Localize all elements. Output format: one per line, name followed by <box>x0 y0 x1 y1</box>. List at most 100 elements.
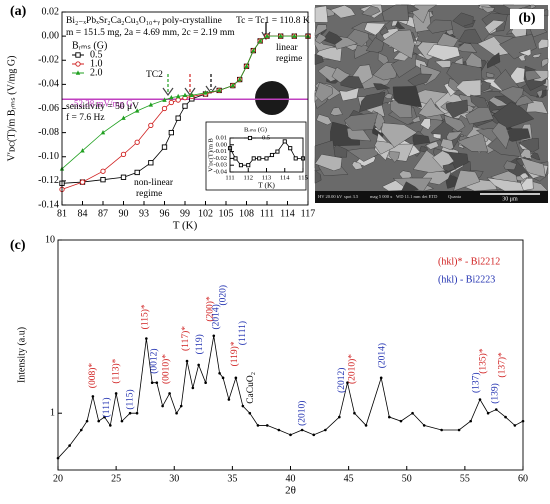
sem-grain <box>455 79 482 97</box>
marker <box>161 144 168 150</box>
sem-grain <box>314 24 328 37</box>
sem-grain <box>525 70 541 82</box>
sem-grain <box>314 5 329 23</box>
legend-label: 1.0 <box>90 58 103 69</box>
legend-marker <box>75 52 81 58</box>
peak-label: (137)* <box>496 352 507 378</box>
sem-grain <box>407 73 433 87</box>
marker <box>91 395 95 398</box>
marker <box>379 376 383 380</box>
marker <box>513 424 517 427</box>
marker <box>204 381 207 385</box>
sem-grain <box>322 31 343 45</box>
sem-grain <box>364 22 386 36</box>
marker <box>85 419 89 423</box>
marker <box>135 411 139 415</box>
sem-grain <box>418 97 446 118</box>
x-tick-label: 96 <box>160 208 170 219</box>
sem-grain <box>531 53 542 59</box>
x-tick-label: 35 <box>227 473 237 484</box>
marker <box>234 376 238 380</box>
marker <box>185 359 189 363</box>
y-tick-label: 0.00 <box>216 141 227 148</box>
marker <box>212 334 216 338</box>
plot-frame <box>57 239 524 471</box>
sem-grain <box>331 66 351 83</box>
sem-info: WD 11.1 mm <box>396 194 421 199</box>
annotation: TC2 <box>146 70 163 80</box>
legend-label: 2.0 <box>90 67 103 78</box>
y-tick-label: -0.10 <box>38 151 59 162</box>
annotation: m = 151.5 mg, 2a = 4.69 mm, 2c = 2.19 mm <box>66 28 235 38</box>
peak-label: (117)* <box>180 326 191 351</box>
marker <box>100 129 106 135</box>
marker <box>292 33 297 38</box>
marker <box>230 82 236 88</box>
marker <box>203 90 208 95</box>
marker <box>68 444 71 447</box>
y-tick-label: -0.08 <box>38 127 59 138</box>
sem-info: mag 5 000 x <box>370 194 393 199</box>
sem-info: HV 20.00 kV <box>318 194 343 199</box>
marker <box>338 415 341 419</box>
y-tick-label: -0.06 <box>38 103 59 114</box>
peak-label: (139) <box>489 383 500 404</box>
marker <box>486 411 490 415</box>
marker <box>364 424 368 427</box>
marker <box>197 363 200 367</box>
marker <box>494 408 498 411</box>
peak-label: (119) <box>194 334 205 354</box>
sem-image <box>314 4 549 203</box>
sem-grain <box>381 29 415 59</box>
y-axis-label: V′ᴅᴄ(T)/m Bᵣₘₛ (V/mg G) <box>6 56 17 162</box>
sem-grain <box>314 36 336 52</box>
sem-grain <box>353 43 373 59</box>
marker <box>120 419 124 423</box>
sem-label-box <box>510 9 544 29</box>
sem-grain <box>361 5 381 17</box>
sem-grain <box>440 138 454 150</box>
x-tick-label: 30 <box>169 473 179 484</box>
marker <box>182 103 188 109</box>
peak-label: (115)* <box>139 304 150 329</box>
x-tick-label: 50 <box>402 473 412 484</box>
sem-grain <box>541 58 549 68</box>
phase-legend: (hkl)* - Bi2212 <box>438 256 500 267</box>
sem-grain <box>480 6 496 13</box>
x-tick-label: 102 <box>198 208 213 219</box>
marker <box>175 97 181 103</box>
sem-grain <box>391 53 417 78</box>
x-tick-label: 111 <box>225 174 234 181</box>
annotation: linear <box>276 43 298 53</box>
marker <box>148 102 154 107</box>
marker <box>79 179 86 185</box>
sem-grain <box>343 112 379 131</box>
x-tick-label: 108 <box>239 208 254 219</box>
sem-grain <box>395 21 406 30</box>
x-tick-label: 20 <box>53 473 63 484</box>
marker <box>148 160 154 166</box>
marker <box>161 105 168 112</box>
marker <box>221 376 225 380</box>
sem-grain <box>401 181 419 192</box>
x-tick-label: 99 <box>180 208 190 219</box>
annotation: regime <box>136 189 162 199</box>
sem-grain <box>412 134 431 146</box>
sem-grain <box>487 52 501 69</box>
sem-grain <box>339 87 360 102</box>
marker <box>246 163 251 168</box>
legend-marker <box>75 70 81 75</box>
y-tick-label: -0.12 <box>38 175 59 186</box>
y-tick-label: -0.04 <box>213 168 227 175</box>
marker <box>189 92 195 97</box>
sem-grain <box>351 161 363 170</box>
y-axis-label: Intensity (a.u) <box>16 327 27 383</box>
peak-label: (0012) <box>149 348 160 373</box>
phase-legend: (hkl) - Bi2223 <box>438 274 495 285</box>
annotation: regime <box>276 54 302 64</box>
sem-grain <box>537 38 549 50</box>
y-tick-label: 0.01 <box>216 134 227 141</box>
marker <box>227 398 231 401</box>
sem-grain <box>498 86 524 104</box>
legend-label: 0.5 <box>262 134 270 141</box>
